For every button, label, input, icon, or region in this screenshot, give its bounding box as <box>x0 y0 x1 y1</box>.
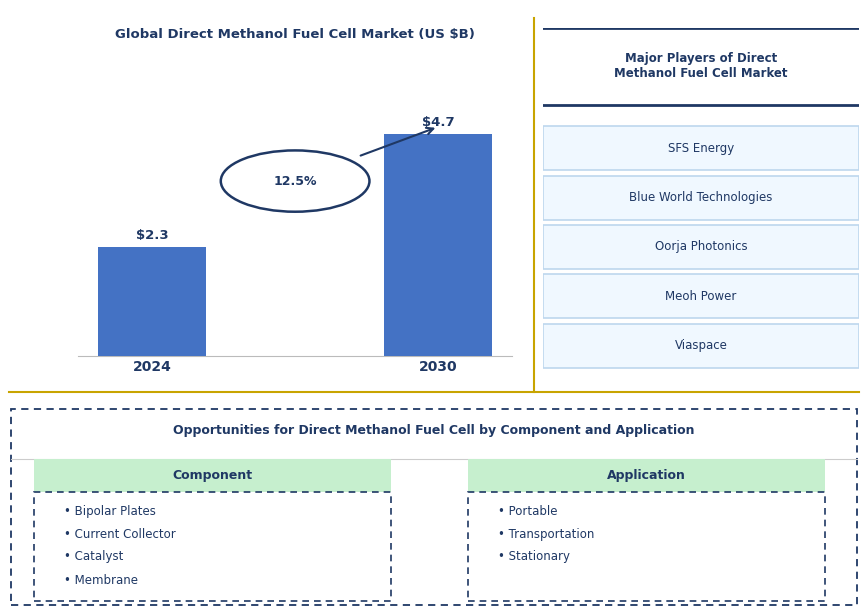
FancyBboxPatch shape <box>34 459 391 492</box>
Text: Oorja Photonics: Oorja Photonics <box>654 240 747 253</box>
Text: SFS Energy: SFS Energy <box>667 142 734 154</box>
Text: $4.7: $4.7 <box>422 116 454 129</box>
Text: • Current Collector: • Current Collector <box>64 528 175 541</box>
FancyBboxPatch shape <box>468 459 825 492</box>
Text: • Bipolar Plates: • Bipolar Plates <box>64 505 156 519</box>
Text: Application: Application <box>608 469 686 482</box>
Text: Viaspace: Viaspace <box>674 339 727 352</box>
Text: Meoh Power: Meoh Power <box>665 290 737 303</box>
FancyBboxPatch shape <box>542 275 859 318</box>
FancyBboxPatch shape <box>34 492 391 601</box>
Text: Source: Lucintel: Source: Lucintel <box>337 416 444 430</box>
Title: Global Direct Methanol Fuel Cell Market (US $B): Global Direct Methanol Fuel Cell Market … <box>115 28 475 41</box>
Text: • Stationary: • Stationary <box>498 550 569 563</box>
Text: • Membrane: • Membrane <box>64 574 138 587</box>
FancyBboxPatch shape <box>468 492 825 601</box>
Text: Component: Component <box>173 469 253 482</box>
Text: $2.3: $2.3 <box>136 229 168 242</box>
FancyBboxPatch shape <box>542 126 859 170</box>
Bar <box>384 134 492 356</box>
FancyBboxPatch shape <box>539 28 863 105</box>
Text: 12.5%: 12.5% <box>273 175 317 188</box>
FancyBboxPatch shape <box>542 225 859 269</box>
Text: • Transportation: • Transportation <box>498 528 595 541</box>
Text: Opportunities for Direct Methanol Fuel Cell by Component and Application: Opportunities for Direct Methanol Fuel C… <box>174 424 694 438</box>
Bar <box>98 247 207 356</box>
Text: Major Players of Direct
Methanol Fuel Cell Market: Major Players of Direct Methanol Fuel Ce… <box>615 52 787 80</box>
Text: Blue World Technologies: Blue World Technologies <box>629 191 773 204</box>
FancyBboxPatch shape <box>542 175 859 219</box>
FancyBboxPatch shape <box>11 409 857 605</box>
Text: • Catalyst: • Catalyst <box>64 550 123 563</box>
FancyBboxPatch shape <box>542 324 859 368</box>
Text: • Portable: • Portable <box>498 505 557 519</box>
